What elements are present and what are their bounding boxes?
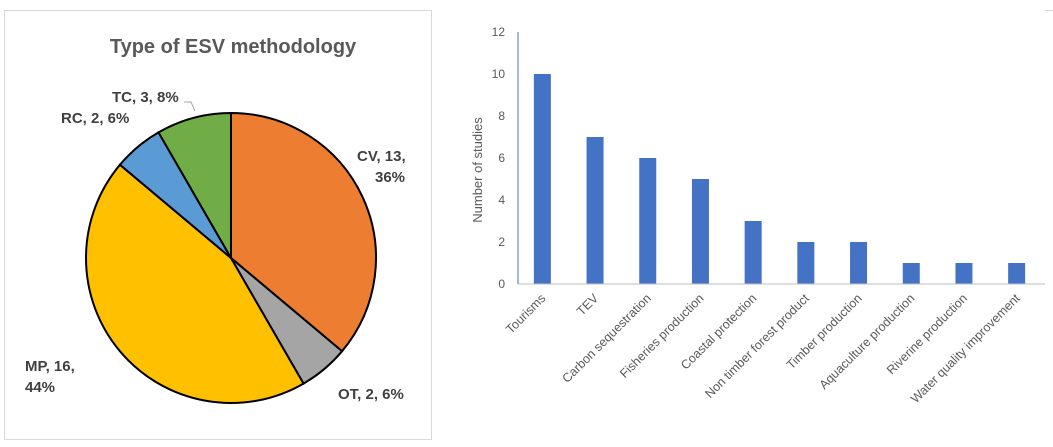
bar <box>691 179 709 284</box>
pie-label-mp: MP, 16, 44% <box>25 358 75 396</box>
bar <box>639 158 657 284</box>
x-tick-label: Carbon sequestration <box>559 291 653 385</box>
pie-chart-panel: Type of ESV methodology CV, 13, 36% OT, 2,… <box>4 10 432 440</box>
y-tick-label: 4 <box>498 193 505 207</box>
bar-chart-panel: Number of studies 0 2 4 6 8 10 12 Tourisms TEV C… <box>445 10 1045 442</box>
bar <box>1008 263 1026 284</box>
pie-label-rc: RC, 2, 6% <box>61 110 129 127</box>
bar-chart: Number of studies 0 2 4 6 8 10 12 Tourisms TEVC… <box>470 25 1045 406</box>
y-tick-label: 8 <box>498 109 505 123</box>
bar <box>850 242 868 284</box>
pie-label-ot: OT, 2, 6% <box>338 386 404 403</box>
bar <box>586 137 604 284</box>
y-tick-label: 2 <box>498 235 505 249</box>
bar <box>744 221 762 284</box>
pie-slice-mp <box>85 163 305 404</box>
y-tick-label: 6 <box>498 151 505 165</box>
x-tick-label: Water quality improvement <box>908 291 1023 406</box>
pie-slice-cv <box>230 111 377 353</box>
pie-chart-title: Type of ESV methodology <box>110 36 357 58</box>
x-tick-label: TEV <box>574 291 602 319</box>
x-tick-label: Non timber forest product <box>702 291 812 401</box>
pie-label-cv: CV, 13, 36% <box>357 148 406 186</box>
pie-label-tc: TC, 3, 8% <box>112 89 179 106</box>
pie-leader-line <box>184 101 196 112</box>
bar <box>955 263 973 284</box>
bar <box>533 74 551 284</box>
bar <box>902 263 920 284</box>
x-tick-label: Aquaculture production <box>817 291 918 392</box>
x-tick-label: Tourisms <box>503 291 548 336</box>
bar <box>797 242 815 284</box>
y-tick-label: 10 <box>492 67 506 81</box>
y-axis-label: Number of studies <box>470 117 485 223</box>
pie-chart: Type of ESV methodology CV, 13, 36% OT, 2,… <box>25 36 406 404</box>
y-tick-label: 0 <box>498 277 505 291</box>
pie-slice-tc <box>157 111 232 262</box>
y-tick-label: 12 <box>492 25 506 39</box>
